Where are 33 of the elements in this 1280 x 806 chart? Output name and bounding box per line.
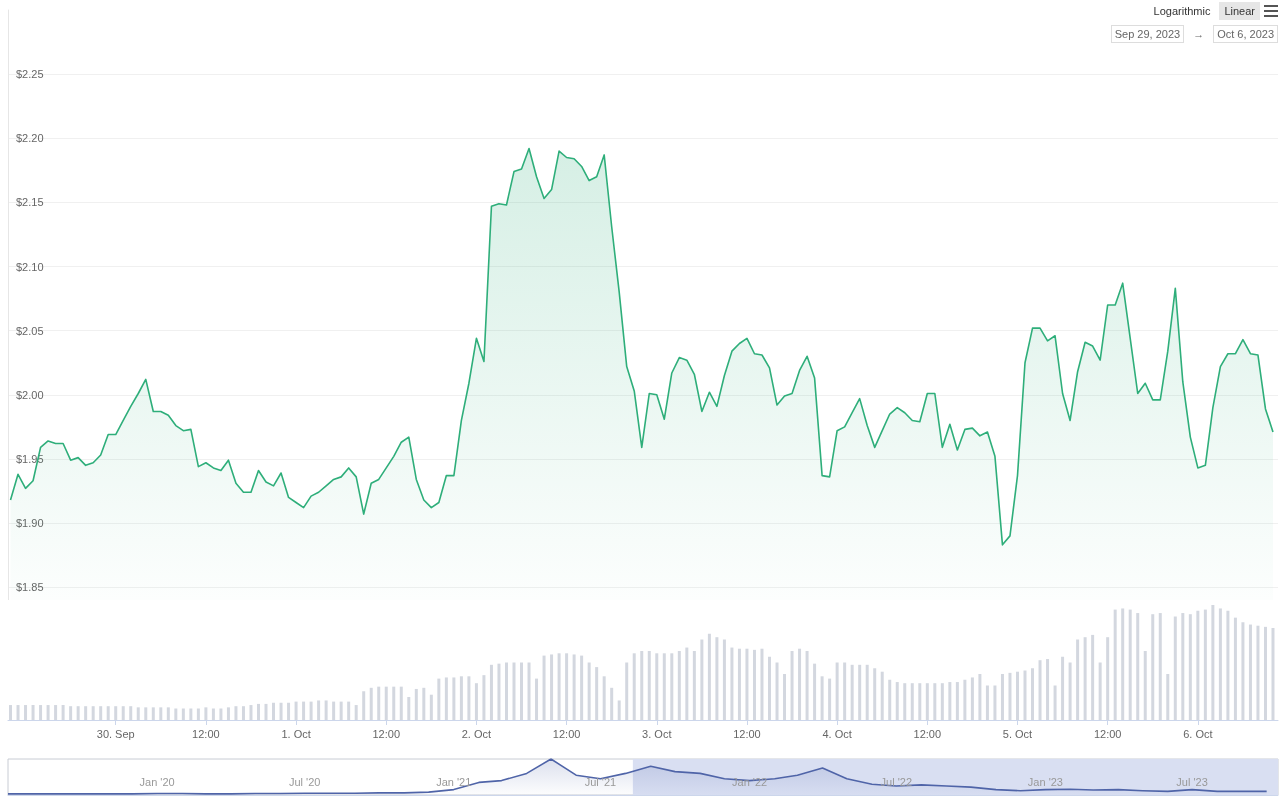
x-tick-label: Jul '23 — [1176, 775, 1208, 788]
y-tick-label: $2.20 — [16, 132, 44, 145]
y-tick-label: $1.90 — [16, 517, 44, 530]
annotation: Linear — [1219, 2, 1260, 20]
x-tick-label: 12:00 — [192, 727, 220, 740]
x-tick-label: 4. Oct — [822, 727, 852, 740]
x-tick-label: 30. Sep — [96, 727, 135, 740]
annotation: Sep 29, 2023 — [1110, 25, 1185, 43]
x-tick-label: Jan '21 — [436, 775, 472, 788]
x-tick-label: 3. Oct — [642, 727, 672, 740]
y-tick-label: $2.25 — [16, 68, 44, 81]
y-tick-label: $2.00 — [16, 388, 44, 401]
y-tick-label: $2.05 — [16, 324, 44, 337]
annotation: Logarithmic — [1152, 4, 1212, 19]
annotation: Oct 6, 2023 — [1213, 25, 1278, 43]
x-tick-label: 2. Oct — [461, 727, 492, 740]
x-tick-label: Jan '23 — [1027, 775, 1063, 788]
x-tick-label: Jul '21 — [584, 775, 617, 788]
x-tick-label: 12:00 — [552, 727, 581, 740]
x-tick-label: 1. Oct — [281, 727, 311, 740]
x-tick-label: Jul '22 — [880, 775, 912, 788]
x-tick-label: 5. Oct — [1002, 727, 1033, 740]
x-tick-label: 12:00 — [913, 727, 942, 740]
annotation: → — [1192, 27, 1206, 42]
x-tick-label: 12:00 — [372, 727, 401, 740]
x-tick-label: Jan '20 — [139, 775, 175, 788]
y-tick-label: $1.85 — [16, 581, 44, 594]
y-tick-label: $2.15 — [16, 196, 44, 209]
y-tick-label: $2.10 — [16, 260, 44, 273]
x-tick-label: 12:00 — [733, 727, 761, 740]
x-tick-label: Jul '20 — [288, 775, 321, 788]
x-tick-label: 6. Oct — [1183, 727, 1213, 740]
x-tick-label: 12:00 — [1093, 727, 1122, 740]
